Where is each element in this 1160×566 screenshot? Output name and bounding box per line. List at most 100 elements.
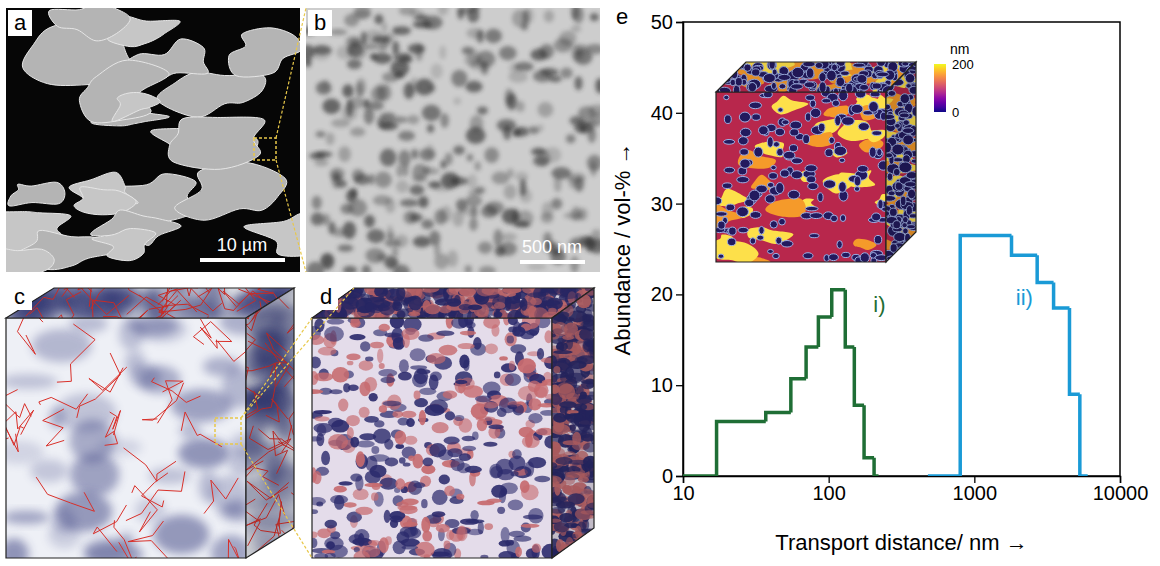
pore-spot	[382, 72, 399, 82]
sem-grain	[79, 60, 169, 123]
pore-spot	[528, 126, 539, 134]
density-cloud	[128, 316, 179, 337]
pore-spot	[369, 174, 375, 185]
panel-b: 500 nmb	[300, 3, 606, 279]
pore-spot	[567, 173, 586, 183]
pore-spot	[566, 134, 576, 143]
pore-blob	[547, 297, 560, 308]
pore-spot	[514, 62, 533, 71]
sem-grain	[175, 162, 287, 220]
pore-spot	[333, 173, 341, 182]
pore-blob	[480, 555, 488, 560]
pore-blob	[549, 291, 565, 303]
pore-blob	[512, 449, 522, 459]
pore-blob	[354, 551, 370, 564]
transport-path	[128, 521, 171, 562]
density-cloud	[31, 329, 91, 362]
density-cloud	[269, 538, 305, 564]
pore-spot	[578, 208, 588, 221]
sem-grain	[157, 72, 266, 117]
pore-spot	[452, 210, 463, 226]
cube-face	[6, 288, 294, 318]
pore-spot	[466, 28, 482, 39]
panel-letter: a	[14, 10, 27, 35]
pore-blob	[521, 524, 540, 528]
pore-blob	[329, 389, 342, 394]
pore-spot	[427, 124, 434, 133]
pore-blob	[436, 330, 454, 335]
pore	[729, 227, 737, 235]
pore-blob	[444, 541, 451, 550]
pore-blob	[309, 532, 318, 539]
pore-spot	[477, 106, 488, 114]
pore-blob	[404, 436, 417, 445]
pore-blob	[377, 348, 383, 363]
pore-spot	[391, 247, 398, 257]
pore-blob	[373, 428, 391, 443]
pore	[854, 187, 860, 192]
pore-spot	[485, 29, 502, 43]
pore-blob	[379, 363, 385, 369]
pore	[752, 114, 761, 120]
pore-spot	[467, 174, 477, 189]
pore-blob	[488, 425, 504, 430]
pore-blob	[328, 434, 348, 450]
pore-blob	[370, 342, 384, 349]
pore	[805, 113, 811, 121]
pore-blob	[532, 543, 541, 552]
pore-spot	[523, 9, 529, 26]
transport-path	[282, 530, 308, 566]
pore	[775, 128, 784, 136]
pore-blob	[308, 509, 318, 514]
pore-spot	[457, 8, 464, 20]
transport-path	[39, 394, 88, 409]
pore-spot	[503, 125, 512, 140]
pore-blob	[379, 405, 387, 413]
pore	[857, 165, 868, 172]
zoom-line	[276, 160, 306, 272]
cube-edge	[552, 288, 594, 558]
panel-letter-box	[308, 10, 332, 36]
sem-grain	[168, 117, 265, 169]
pore-spot	[462, 47, 474, 55]
pore-blob	[579, 548, 593, 562]
pore-spot	[331, 119, 351, 128]
pore-blob	[384, 332, 401, 337]
pore	[777, 148, 784, 156]
pore-spot	[467, 8, 479, 23]
pore-blob	[475, 395, 492, 402]
pore	[805, 206, 818, 210]
pore-spot	[411, 149, 418, 159]
pore-blob	[498, 551, 516, 560]
density-cloud	[70, 420, 116, 463]
pore-blob	[465, 466, 482, 473]
pore-spot	[500, 242, 517, 256]
pore-blob	[334, 486, 347, 493]
pore-spot	[384, 239, 401, 247]
pore-blob	[368, 540, 380, 546]
pore-blob	[499, 356, 508, 360]
pore-blob	[382, 401, 401, 407]
pore-spot	[409, 185, 424, 195]
pore-spot	[374, 14, 383, 24]
pore-spot	[367, 229, 385, 243]
pore-spot	[311, 46, 331, 61]
cube-shade	[552, 288, 594, 558]
pore-blob	[456, 526, 467, 542]
pore-spot	[361, 31, 368, 45]
inset-cube	[699, 54, 936, 268]
pore-spot	[439, 46, 446, 60]
pore	[712, 197, 722, 205]
pore-spot	[434, 209, 447, 224]
pore-spot	[331, 171, 340, 189]
pore	[750, 212, 761, 219]
pore-blob	[379, 537, 389, 553]
zoom-line	[241, 318, 312, 418]
pore-blob	[347, 427, 354, 439]
pore-spot	[307, 261, 325, 272]
pore	[778, 108, 783, 112]
pore-blob	[349, 334, 365, 340]
pore-spot	[368, 101, 384, 110]
pore-blob	[491, 485, 507, 498]
pore	[810, 213, 823, 219]
